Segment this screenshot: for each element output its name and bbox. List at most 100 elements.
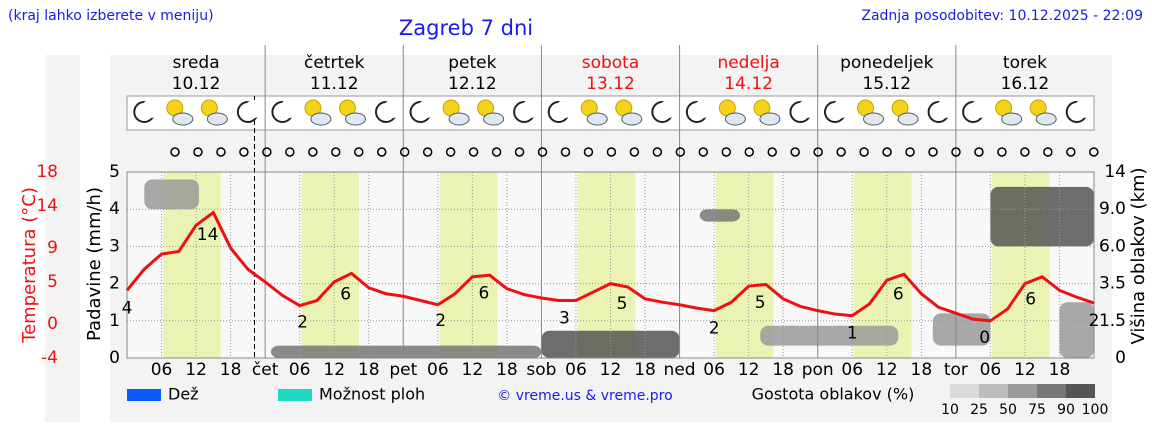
- x-tick-label: 06: [289, 360, 311, 380]
- cloud-tick-label: 0: [1115, 348, 1126, 368]
- calm-wind: [193, 147, 203, 157]
- calm-wind: [629, 147, 640, 157]
- extreme-label: 1: [847, 324, 858, 344]
- cloud-icon: [897, 112, 919, 126]
- legend-label: Dež: [168, 385, 199, 404]
- calm-wind: [445, 147, 456, 157]
- moon-cut: [244, 100, 263, 118]
- temp-tick-label: 5: [47, 272, 58, 292]
- calm-wind: [1089, 147, 1099, 157]
- density-legend-title: Gostota oblakov (%): [752, 385, 915, 404]
- updated: Zadnja posodobitev: 10.12.2025 - 22:09: [861, 8, 1143, 24]
- day-date: 16.12: [1001, 74, 1050, 94]
- calm-wind: [331, 147, 341, 157]
- calm-wind: [170, 147, 180, 157]
- extreme-label: 6: [340, 284, 351, 304]
- x-tick-label: 18: [634, 360, 656, 380]
- extreme-label: 3: [559, 309, 570, 329]
- density-tick-label: 25: [970, 402, 988, 418]
- moon-cut: [383, 100, 402, 118]
- cloud-icon: [1001, 112, 1023, 126]
- cloud-icon: [1035, 112, 1057, 126]
- density-swatch: [979, 384, 1008, 398]
- calm-wind: [882, 147, 892, 157]
- calm-wind: [514, 147, 525, 157]
- calm-wind: [422, 147, 433, 157]
- cloud-block: [1059, 302, 1094, 358]
- day-name: ponedeljek: [840, 53, 934, 73]
- calm-wind: [399, 147, 410, 157]
- cloud-block: [932, 313, 991, 346]
- calm-wind: [1066, 147, 1076, 157]
- x-tick-label: tor: [944, 360, 968, 380]
- x-tick-label: 06: [151, 360, 173, 380]
- title: Zagreb 7 dni: [399, 16, 533, 40]
- precip-tick-label: 2: [109, 274, 120, 294]
- moon-cut: [693, 100, 712, 118]
- day-name: nedelja: [717, 53, 779, 73]
- density-tick-label: 90: [1057, 402, 1075, 418]
- extreme-label: 2: [709, 319, 720, 339]
- moon-cut: [970, 100, 989, 118]
- extreme-label: 6: [893, 284, 904, 304]
- x-tick-label: 18: [1049, 360, 1071, 380]
- x-tick-label: sob: [526, 360, 556, 380]
- density-swatch: [1008, 384, 1037, 398]
- day-name: četrtek: [304, 53, 365, 73]
- x-tick-label: 12: [323, 360, 345, 380]
- legend-swatch: [278, 389, 312, 401]
- calm-wind: [652, 147, 663, 157]
- x-tick-label: 12: [738, 360, 760, 380]
- calm-wind: [1020, 147, 1030, 157]
- day-name: petek: [448, 53, 496, 73]
- cloud-tick-label: 1.5: [1099, 311, 1126, 331]
- x-tick-label: 06: [841, 360, 863, 380]
- legend-swatch: [127, 389, 161, 401]
- x-tick-label: 12: [1014, 360, 1036, 380]
- extreme-label: 2: [435, 311, 446, 331]
- cloud-tick-label: 14: [1104, 162, 1126, 182]
- cloud-axis-label: Višina oblakov (km): [1128, 167, 1149, 344]
- temp-tick-label: 9: [47, 238, 58, 258]
- day-date: 11.12: [310, 74, 359, 94]
- x-tick-label: 06: [427, 360, 449, 380]
- x-tick-label: 12: [462, 360, 484, 380]
- x-tick-label: 18: [358, 360, 380, 380]
- x-tick-label: ned: [664, 360, 696, 380]
- day-date: 14.12: [724, 74, 773, 94]
- calm-wind: [560, 147, 571, 157]
- calm-wind: [537, 147, 548, 157]
- calm-wind: [905, 147, 915, 157]
- density-tick-label: 100: [1082, 402, 1109, 418]
- temp-tick-label: 0: [47, 314, 58, 334]
- density-tick-label: 75: [1028, 402, 1046, 418]
- calm-wind: [468, 147, 479, 157]
- cloud-icon: [448, 112, 470, 126]
- extreme-label: 6: [478, 284, 489, 304]
- credit: © vreme.us & vreme.pro: [497, 388, 672, 404]
- moon-cut: [935, 100, 954, 118]
- calm-wind: [376, 147, 387, 157]
- cloud-tick-label: 3.5: [1099, 274, 1126, 294]
- temp-tick-label: 14: [36, 196, 58, 216]
- daylight-band: [715, 172, 774, 358]
- cloud-icon: [759, 112, 781, 126]
- precip-tick-label: 0: [109, 348, 120, 368]
- x-tick-label: 18: [911, 360, 933, 380]
- precip-axis-label: Padavine (mm/h): [84, 187, 105, 341]
- extreme-label: 5: [755, 293, 766, 313]
- moon-cut: [797, 100, 816, 118]
- calm-wind: [951, 147, 961, 157]
- extreme-label: 2: [297, 313, 308, 333]
- x-tick-label: 18: [496, 360, 518, 380]
- day-date: 13.12: [586, 74, 635, 94]
- calm-wind: [698, 147, 709, 157]
- cloud-icon: [310, 112, 332, 126]
- calm-wind: [675, 147, 686, 157]
- temp-tick-label: 18: [36, 162, 58, 182]
- calm-wind: [583, 147, 594, 157]
- cloud-icon: [863, 112, 885, 126]
- cloud-tick-label: 9.0: [1099, 199, 1126, 219]
- cloud-icon: [586, 112, 608, 126]
- calm-wind: [859, 147, 869, 157]
